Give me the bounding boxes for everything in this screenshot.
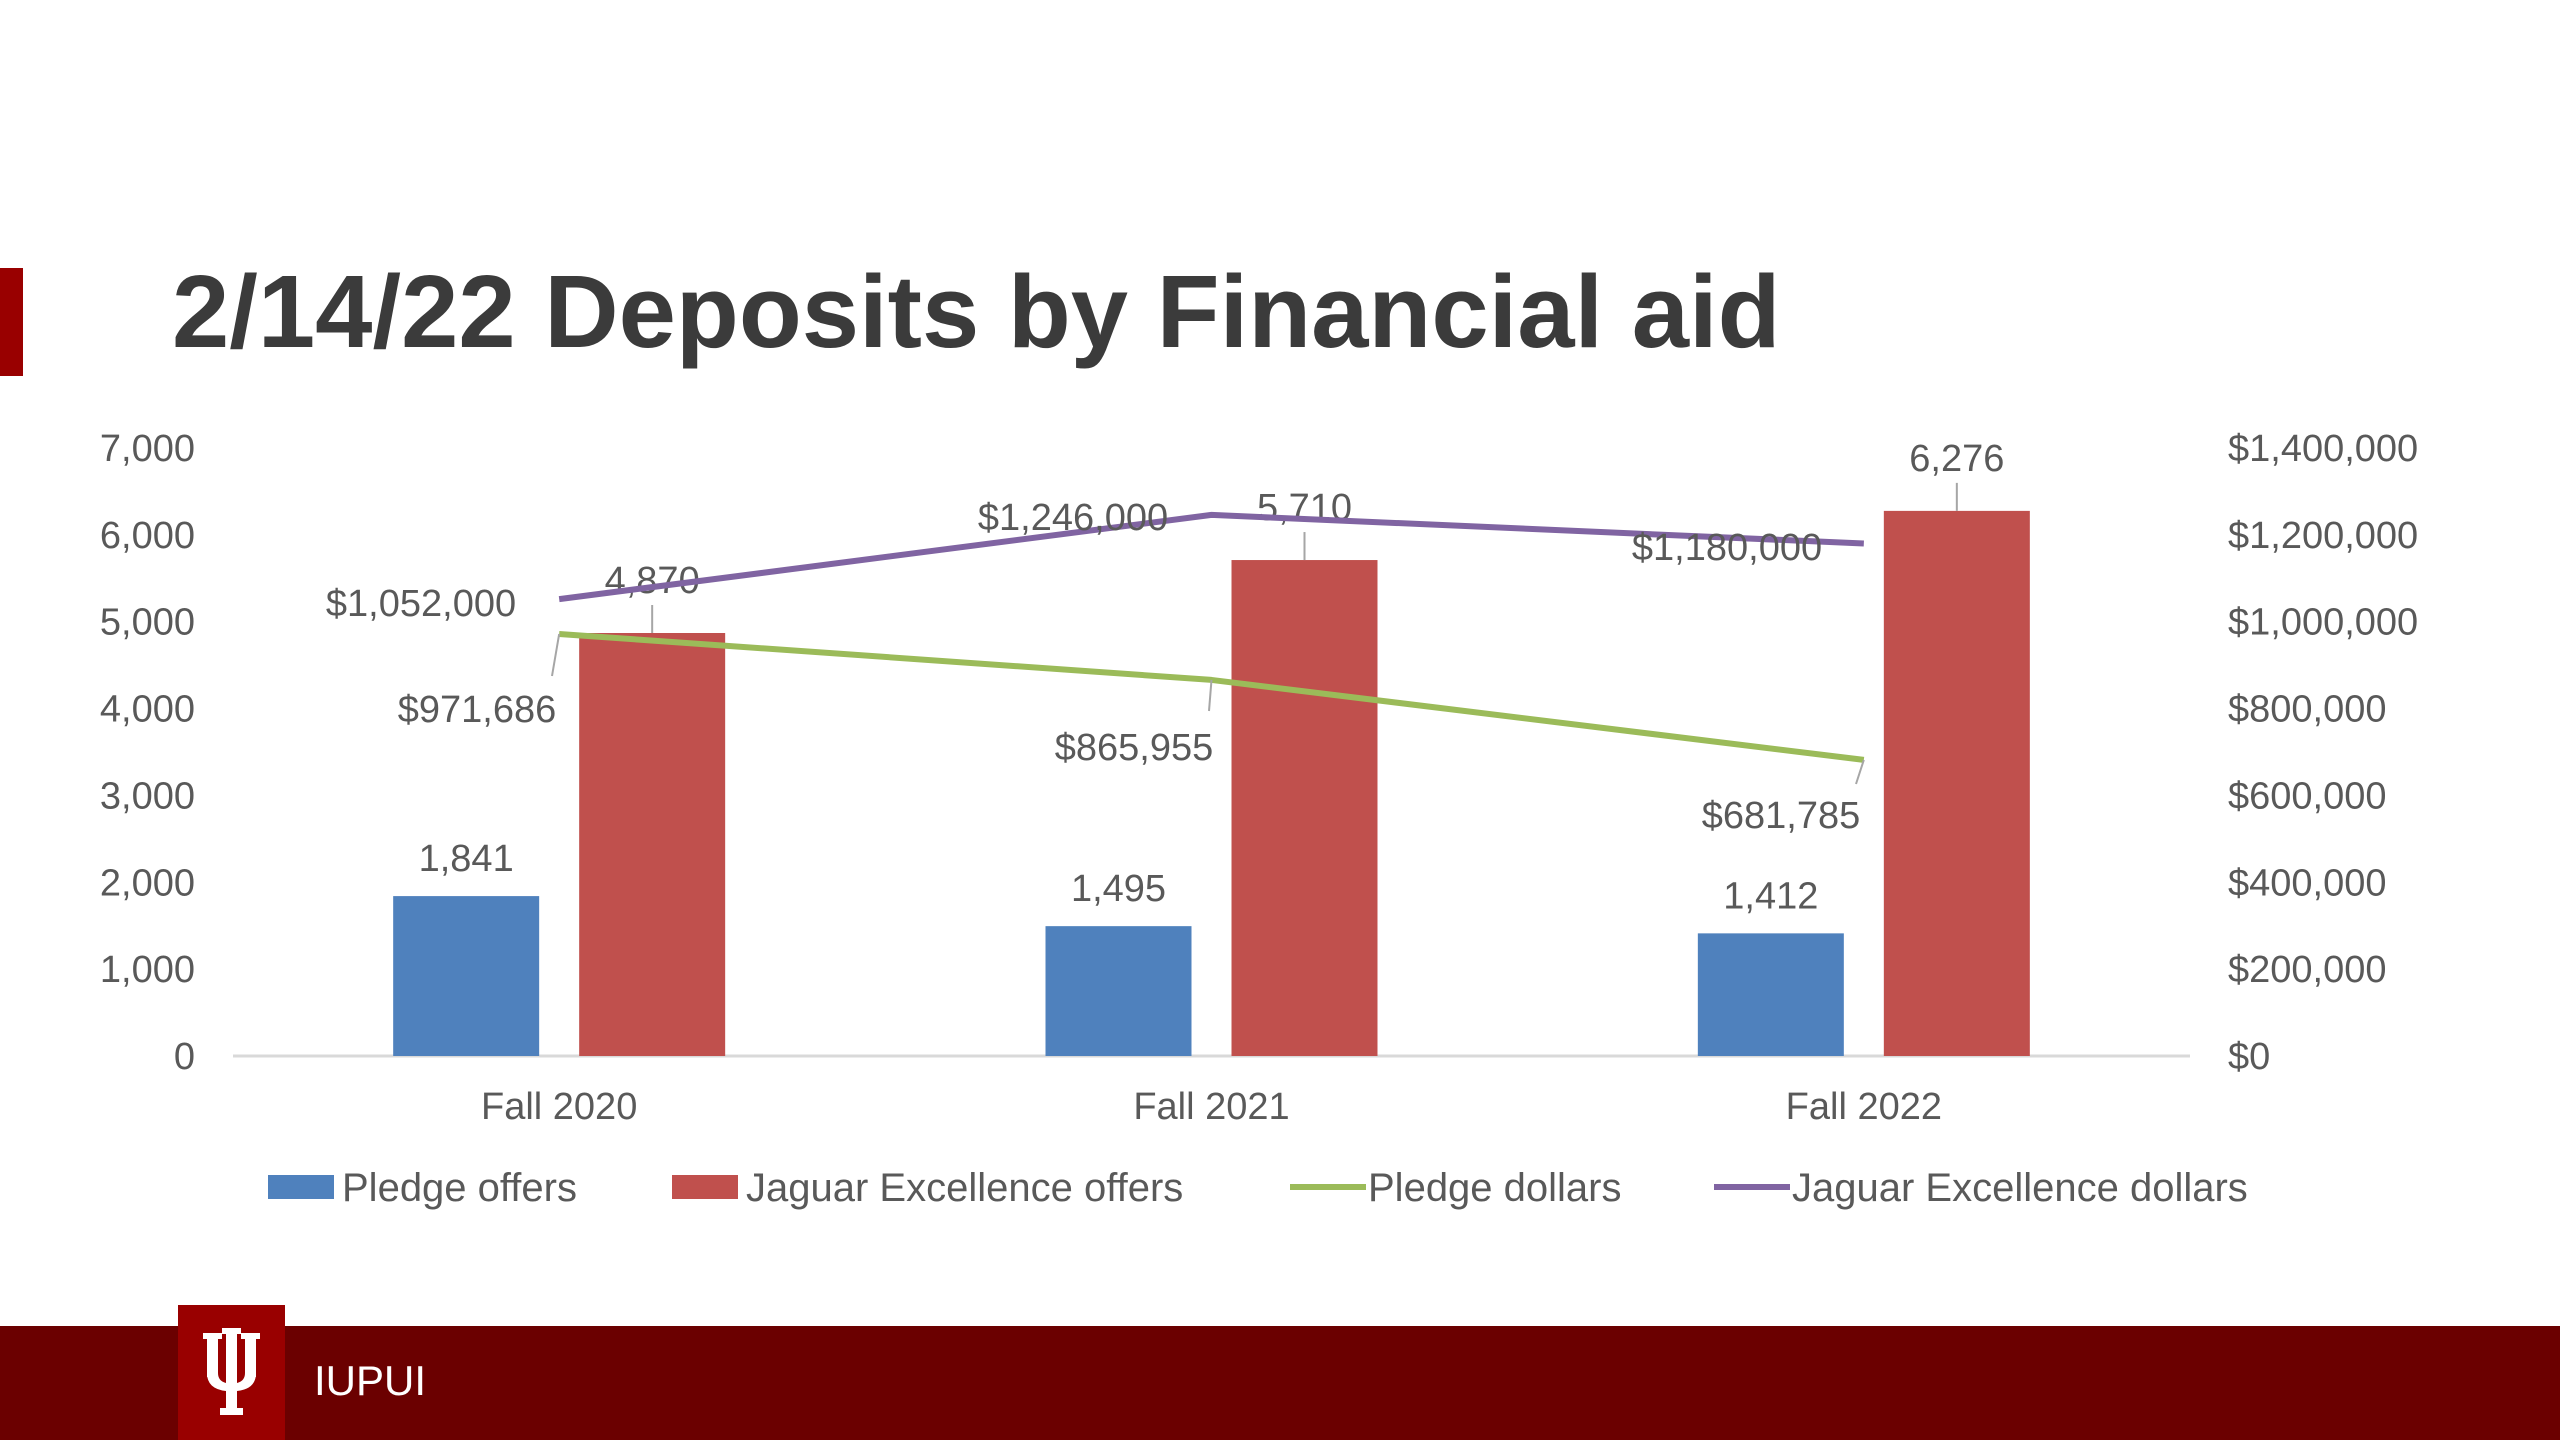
- y-right-tick-label: $1,200,000: [2228, 515, 2418, 557]
- bar: [1883, 510, 2030, 1056]
- deposits-chart: 0 1,000 2,000 3,000 4,000 5,000 6,000 7,000 $0 $2…: [100, 428, 2418, 1210]
- y-left-tick-label: 2,000: [100, 862, 195, 904]
- data-label: $1,246,000: [978, 497, 1168, 539]
- footer-text: IUPUI: [314, 1357, 427, 1404]
- y-right-tick-label: $800,000: [2228, 689, 2387, 731]
- slide-title: 2/14/22 Deposits by Financial aid: [172, 254, 1781, 369]
- legend-label: Jaguar Excellence offers: [746, 1166, 1183, 1210]
- y-right-tick-label: $1,000,000: [2228, 602, 2418, 644]
- data-label: $865,955: [1055, 727, 1214, 769]
- data-label: $1,052,000: [326, 583, 516, 625]
- footer-bar: [0, 1326, 2560, 1440]
- series-line: [558, 511, 1864, 603]
- y-left-tick-label: 1,000: [100, 949, 195, 991]
- y-left-tick-label: 3,000: [100, 775, 195, 817]
- y-left-tick-label: 5,000: [100, 602, 195, 644]
- data-label: $681,785: [1702, 795, 1861, 837]
- y-right-tick-label: $0: [2228, 1036, 2270, 1078]
- legend-label: Pledge dollars: [1368, 1166, 1622, 1210]
- bar: [1045, 926, 1192, 1056]
- y-right-tick-label: $600,000: [2228, 775, 2387, 817]
- title-accent-bar: [0, 268, 23, 376]
- data-label: 1,841: [419, 838, 514, 880]
- bar: [579, 633, 726, 1056]
- legend-swatch: [268, 1175, 334, 1199]
- x-tick-label: Fall 2021: [1133, 1086, 1289, 1128]
- data-label: $1,180,000: [1632, 527, 1822, 569]
- iu-trident-logo: [178, 1305, 285, 1440]
- data-label-leader: [1855, 759, 1865, 785]
- bar: [1697, 933, 1844, 1056]
- y-right-tick-label: $1,400,000: [2228, 428, 2418, 470]
- data-label: 1,412: [1723, 875, 1818, 917]
- data-label-leader: [1208, 679, 1213, 712]
- trident-icon: [203, 1328, 260, 1415]
- data-label: 1,495: [1071, 868, 1166, 910]
- y-left-tick-label: 6,000: [100, 515, 195, 557]
- data-label-leader: [551, 633, 561, 677]
- y-left-tick-label: 7,000: [100, 428, 195, 470]
- y-left-tick-label: 4,000: [100, 689, 195, 731]
- data-label: $971,686: [398, 689, 557, 731]
- bar: [393, 896, 540, 1056]
- y-right-tick-label: $400,000: [2228, 862, 2387, 904]
- legend-swatch: [672, 1175, 738, 1199]
- x-tick-label: Fall 2020: [481, 1086, 637, 1128]
- legend-label: Pledge offers: [342, 1166, 577, 1210]
- y-left-tick-label: 0: [174, 1036, 195, 1078]
- y-right-tick-label: $200,000: [2228, 949, 2387, 991]
- bar: [1231, 560, 1378, 1056]
- legend-label: Jaguar Excellence dollars: [1792, 1166, 2248, 1210]
- x-tick-label: Fall 2022: [1786, 1086, 1942, 1128]
- data-label: 6,276: [1909, 438, 2004, 480]
